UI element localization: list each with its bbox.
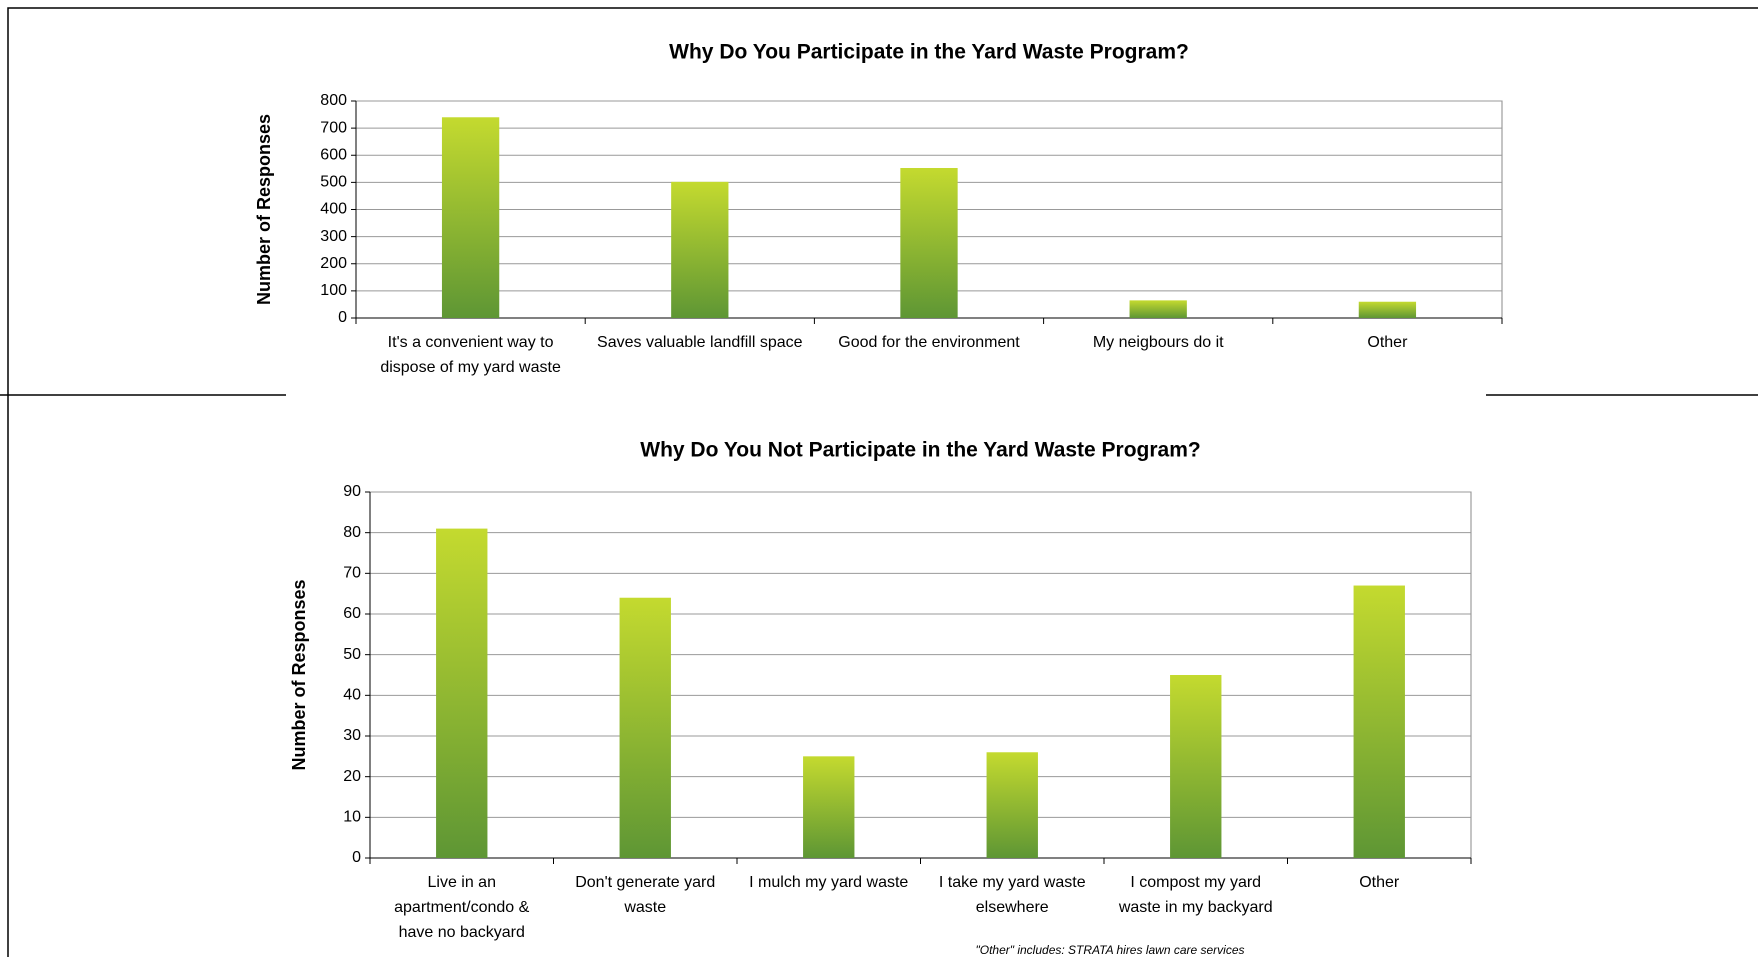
x-tick-label: I take my yard waste elsewhere	[938, 874, 1086, 916]
y-tick-label: 0	[338, 309, 347, 326]
x-tick-label: Other	[1359, 874, 1400, 891]
plot-area	[369, 491, 1472, 859]
bar	[986, 752, 1038, 858]
y-axis-label: Number of Responses	[289, 579, 309, 770]
annotation: "Other" includes: STRATA hires lawn care…	[975, 943, 1244, 957]
y-tick-label: 500	[320, 174, 347, 191]
y-tick-label: 70	[343, 565, 361, 582]
bar	[441, 117, 500, 319]
bar	[1358, 301, 1417, 318]
x-tick-label: Live in an apartment/condo & have no bac…	[394, 874, 530, 941]
frame	[7, 7, 1758, 957]
bar	[1353, 585, 1405, 858]
chart-title: Why Do You Not Participate in the Yard W…	[640, 439, 1201, 462]
y-tick-label: 700	[320, 119, 347, 136]
y-tick-label: 40	[343, 687, 361, 704]
x-tick-label: Other	[1367, 334, 1408, 351]
x-tick-label: Saves valuable landfill space	[597, 334, 803, 351]
bar	[900, 167, 958, 318]
x-tick-label: I mulch my yard waste	[749, 874, 909, 891]
y-tick-label: 10	[343, 809, 361, 826]
x-tick-label: Don't generate yard waste	[575, 874, 716, 916]
y-tick-label: 400	[320, 201, 347, 218]
x-tick-label: It's a convenient way to dispose of my y…	[380, 334, 561, 376]
bar	[803, 756, 855, 858]
y-tick-label: 50	[343, 646, 361, 663]
y-tick-label: 90	[343, 483, 361, 500]
y-tick-label: 0	[352, 849, 361, 866]
bar	[671, 181, 729, 318]
y-tick-label: 60	[343, 605, 361, 622]
y-tick-label: 200	[320, 255, 347, 272]
y-tick-label: 30	[343, 727, 361, 744]
y-tick-label: 80	[343, 524, 361, 541]
x-tick-label: My neigbours do it	[1092, 334, 1224, 351]
x-tick-label: I compost my yard waste in my backyard	[1118, 874, 1273, 916]
y-tick-label: 600	[320, 146, 347, 163]
y-tick-label: 800	[320, 92, 347, 109]
y-tick-label: 100	[320, 282, 347, 299]
x-tick-label: Good for the environment	[838, 334, 1020, 351]
bar	[1129, 300, 1187, 318]
y-axis-label: Number of Responses	[254, 114, 274, 305]
y-tick-label: 20	[343, 768, 361, 785]
bar	[619, 597, 671, 858]
chart-title: Why Do You Participate in the Yard Waste…	[669, 41, 1189, 64]
bar	[1170, 675, 1222, 858]
y-tick-label: 300	[320, 228, 347, 245]
bar	[436, 528, 488, 858]
